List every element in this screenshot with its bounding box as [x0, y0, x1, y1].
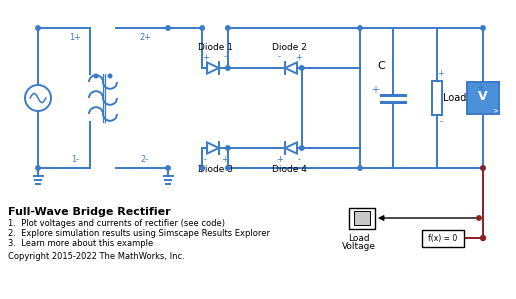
Text: 2-: 2-	[141, 155, 149, 164]
Bar	[422, 230, 464, 246]
Text: V: V	[478, 91, 488, 103]
Text: +: +	[202, 53, 208, 62]
Text: Full-Wave Bridge Rectifier: Full-Wave Bridge Rectifier	[8, 207, 171, 217]
Circle shape	[36, 166, 40, 170]
Circle shape	[300, 66, 304, 70]
Text: 2.  Explore simulation results using Simscape Results Explorer: 2. Explore simulation results using Sims…	[8, 229, 270, 238]
Text: 1.  Plot voltages and currents of rectifier (see code): 1. Plot voltages and currents of rectifi…	[8, 219, 225, 228]
Circle shape	[225, 66, 230, 70]
Text: f(x) = 0: f(x) = 0	[428, 234, 458, 242]
Text: Diode 1: Diode 1	[198, 43, 233, 53]
Text: +: +	[295, 53, 302, 62]
Bar	[353, 211, 370, 225]
Circle shape	[300, 146, 304, 150]
FancyBboxPatch shape	[467, 82, 499, 114]
Text: 3.  Learn more about this example: 3. Learn more about this example	[8, 239, 153, 248]
Circle shape	[481, 166, 485, 170]
Circle shape	[477, 216, 481, 220]
Text: 1+: 1+	[69, 33, 81, 42]
Text: Load: Load	[443, 93, 466, 103]
Circle shape	[108, 74, 112, 78]
Text: +: +	[221, 155, 228, 164]
Circle shape	[481, 166, 485, 170]
Circle shape	[166, 26, 170, 30]
Text: -: -	[223, 53, 227, 62]
Text: Diode 3: Diode 3	[198, 164, 233, 173]
Text: +: +	[478, 83, 485, 92]
Text: +: +	[477, 83, 483, 92]
Circle shape	[225, 26, 230, 30]
Circle shape	[166, 166, 170, 170]
Circle shape	[481, 26, 485, 30]
Bar	[349, 208, 375, 228]
Text: Diode 4: Diode 4	[271, 164, 307, 173]
Bar	[432, 81, 442, 115]
Circle shape	[225, 166, 230, 170]
Text: Voltage: Voltage	[342, 242, 376, 251]
Text: 1-: 1-	[71, 155, 79, 164]
Circle shape	[480, 236, 486, 240]
Text: C: C	[377, 61, 385, 71]
Text: Diode 2: Diode 2	[271, 43, 307, 53]
Text: +: +	[371, 85, 379, 95]
Circle shape	[36, 26, 40, 30]
Circle shape	[200, 166, 204, 170]
Text: Load: Load	[348, 234, 370, 243]
Text: +: +	[438, 69, 444, 79]
Circle shape	[94, 74, 98, 78]
Circle shape	[358, 26, 362, 30]
Circle shape	[358, 166, 362, 170]
Text: -: -	[297, 155, 300, 164]
Circle shape	[225, 146, 230, 150]
Text: 2+: 2+	[139, 33, 151, 42]
Text: +: +	[276, 155, 283, 164]
Text: Copyright 2015-2022 The MathWorks, Inc.: Copyright 2015-2022 The MathWorks, Inc.	[8, 252, 185, 261]
Text: -: -	[204, 155, 207, 164]
Text: >: >	[492, 107, 498, 113]
Circle shape	[200, 26, 204, 30]
Text: -: -	[440, 118, 443, 126]
Text: -: -	[278, 53, 281, 62]
